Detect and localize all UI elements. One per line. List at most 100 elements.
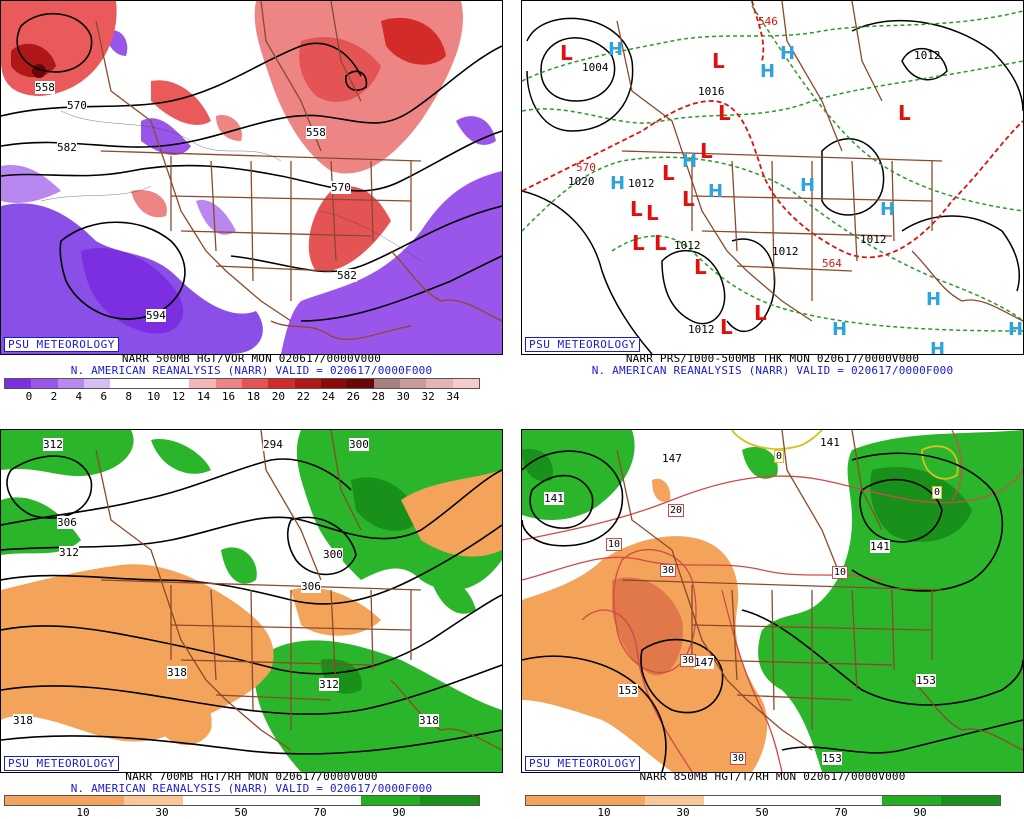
- contour-label: 570: [67, 99, 87, 112]
- low-pressure-symbol: L: [560, 41, 573, 65]
- colorbar-tick-label: 34: [446, 390, 460, 403]
- psu-meteorology-logo: PSU METEOROLOGY: [4, 337, 119, 352]
- contour-label: 306: [57, 516, 77, 529]
- colorbar-swatch: [294, 379, 321, 388]
- contour-label: 294: [263, 438, 283, 451]
- high-pressure-symbol: H: [780, 43, 796, 64]
- colorbar-swatch: [57, 379, 84, 388]
- low-pressure-symbol: L: [646, 201, 659, 225]
- colorbar-tick-label: 10: [147, 390, 161, 403]
- contour-label: 558: [35, 81, 55, 94]
- colorbar-swatch: [5, 379, 32, 388]
- colorbar-tick-label: 32: [421, 390, 435, 403]
- isobar-label: 1012: [688, 323, 715, 336]
- rh-colorbar-ticks: 10 30 50 70 90: [525, 806, 999, 819]
- colorbar-swatch: [360, 796, 420, 805]
- thickness-label: 564: [822, 257, 842, 270]
- colorbar-tick-label: 30: [155, 806, 169, 819]
- map-title: NARR 500MB HGT/VOR MON 020617/0000V000: [121, 352, 382, 365]
- thickness-label: 570: [576, 161, 596, 174]
- colorbar-swatch: [347, 379, 374, 388]
- colorbar-swatch: [881, 796, 941, 805]
- contour-label: 570: [331, 181, 351, 194]
- colorbar-tick-label: 2: [50, 390, 58, 403]
- low-pressure-symbol: L: [754, 301, 767, 325]
- colorbar-swatch: [123, 796, 183, 805]
- temperature-label: 10: [832, 566, 849, 579]
- colorbar-tick-label: 30: [676, 806, 690, 819]
- colorbar-tick-label: 22: [296, 390, 310, 403]
- colorbar-swatch: [189, 379, 216, 388]
- high-pressure-symbol: H: [682, 151, 698, 172]
- isobar-label: 1012: [860, 233, 887, 246]
- temperature-label: 20: [668, 504, 685, 517]
- high-pressure-symbol: H: [930, 339, 946, 355]
- contour-label: 558: [306, 126, 326, 139]
- panel-500mb-vorticity: 558 570 582 582 570 558 594 PSU METEOROL…: [0, 0, 503, 403]
- colorbar-swatch: [419, 796, 479, 805]
- contour-label: 318: [167, 666, 187, 679]
- panel-850mb-temp-rh: 141 147 141 141 147 153 153 153 20 10 30…: [521, 429, 1024, 819]
- map-surface-graphic: [522, 1, 1023, 354]
- colorbar-swatch: [241, 379, 269, 388]
- contour-label: 318: [13, 714, 33, 727]
- panel-surface-pressure-thickness: L H L H H L L L L H H L L L H L L L H H …: [521, 0, 1024, 400]
- colorbar-swatch: [31, 379, 58, 388]
- colorbar-swatch: [83, 379, 111, 388]
- colorbar-swatch: [703, 796, 763, 805]
- colorbar-tick-label: 10: [76, 806, 90, 819]
- high-pressure-symbol: H: [1008, 319, 1024, 340]
- colorbar-tick-label: 12: [172, 390, 186, 403]
- rh-colorbar: [525, 795, 1001, 806]
- colorbar-swatch: [64, 796, 124, 805]
- contour-label: 141: [544, 492, 564, 505]
- high-pressure-symbol: H: [760, 61, 776, 82]
- psu-meteorology-logo: PSU METEOROLOGY: [525, 337, 640, 352]
- colorbar-tick-label: 90: [913, 806, 927, 819]
- colorbar-swatch: [452, 379, 479, 388]
- isobar-label: 1016: [698, 85, 725, 98]
- isobar-label: 1020: [568, 175, 595, 188]
- contour-label: 318: [419, 714, 439, 727]
- colorbar-swatch: [268, 379, 295, 388]
- contour-label: 147: [694, 656, 714, 669]
- temperature-label: 0: [774, 450, 785, 463]
- contour-label: 147: [662, 452, 682, 465]
- colorbar-swatch: [763, 796, 823, 805]
- colorbar-swatch: [182, 796, 242, 805]
- low-pressure-symbol: L: [694, 255, 707, 279]
- colorbar-swatch: [242, 796, 302, 805]
- colorbar-tick-label: 28: [371, 390, 385, 403]
- map-500mb: 558 570 582 582 570 558 594 PSU METEOROL…: [0, 0, 503, 355]
- temperature-label: 10: [606, 538, 623, 551]
- rh-colorbar: [4, 795, 480, 806]
- map-surface: L H L H H L L L L H H L L L H L L L H H …: [521, 0, 1024, 355]
- colorbar-tick-label: 4: [75, 390, 83, 403]
- colorbar-tick-label: 30: [396, 390, 410, 403]
- temperature-label: 30: [680, 654, 697, 667]
- high-pressure-symbol: H: [610, 173, 626, 194]
- isobar-label: 1012: [674, 239, 701, 252]
- temperature-label: 30: [660, 564, 677, 577]
- map-title: NARR 850MB HGT/T/RH MON 020617/0000V000: [639, 770, 906, 783]
- isobar-label: 1004: [582, 61, 609, 74]
- contour-label: 306: [301, 580, 321, 593]
- vorticity-colorbar: [4, 378, 480, 389]
- colorbar-swatch: [585, 796, 645, 805]
- low-pressure-symbol: L: [662, 161, 675, 185]
- map-subtitle: N. AMERICAN REANALYSIS (NARR) VALID = 02…: [591, 364, 954, 377]
- colorbar-swatch: [526, 796, 586, 805]
- map-500mb-graphic: [1, 1, 502, 354]
- map-850mb-graphic: [522, 430, 1023, 772]
- low-pressure-symbol: L: [718, 101, 731, 125]
- low-pressure-symbol: L: [632, 231, 645, 255]
- map-title: NARR PRS/1000-500MB THK MON 020617/0000V…: [625, 352, 920, 365]
- low-pressure-symbol: L: [700, 139, 713, 163]
- map-850mb: 141 147 141 141 147 153 153 153 20 10 30…: [521, 429, 1024, 773]
- contour-label: 312: [59, 546, 79, 559]
- colorbar-tick-label: 20: [271, 390, 286, 403]
- contour-label: 141: [820, 436, 840, 449]
- psu-meteorology-logo: PSU METEOROLOGY: [4, 756, 119, 771]
- thickness-label: 546: [758, 15, 778, 28]
- colorbar-tick-label: 14: [196, 390, 211, 403]
